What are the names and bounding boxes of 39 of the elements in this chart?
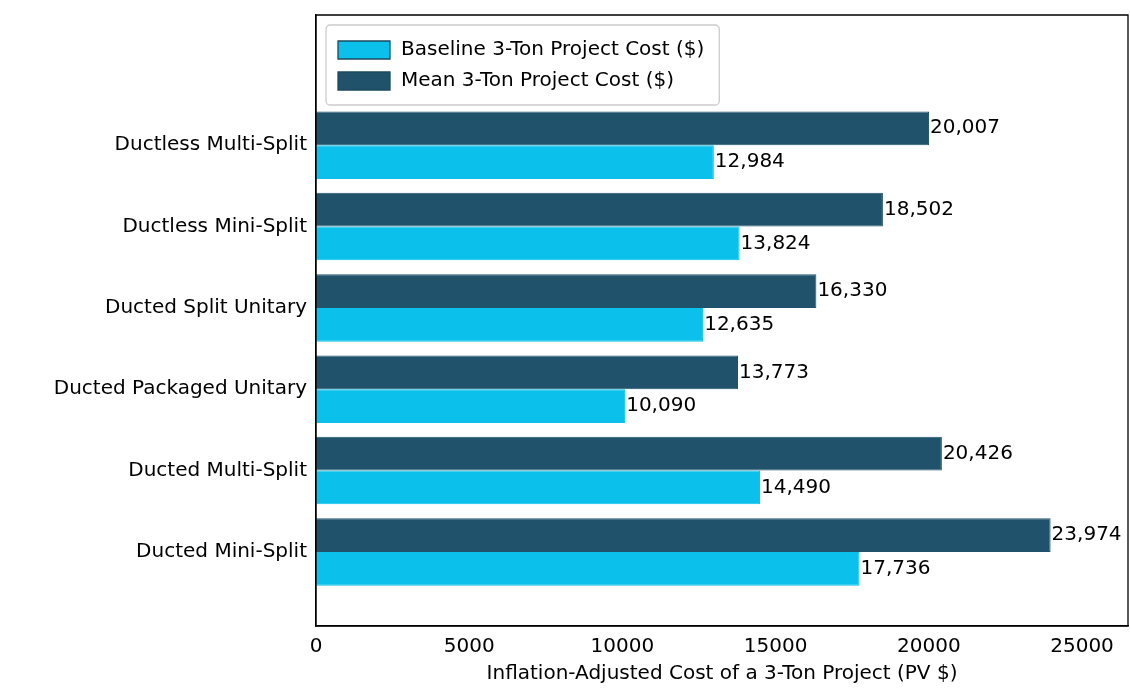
x-tick-label: 5000	[443, 633, 495, 658]
bar	[316, 307, 704, 342]
bar	[316, 518, 1051, 552]
x-axis-title: Inflation-Adjusted Cost of a 3-Ton Project (PV $)	[486, 660, 958, 685]
legend-label: Baseline 3-Ton Project Cost ($)	[401, 36, 705, 61]
x-tick-label: 10000	[590, 633, 655, 658]
bar	[316, 226, 740, 261]
bar	[316, 274, 817, 308]
bar	[316, 470, 760, 505]
bar	[316, 436, 942, 471]
data-label: 13,773	[739, 358, 810, 383]
data-label: 12,635	[704, 310, 775, 335]
bar	[316, 111, 930, 146]
bar	[316, 355, 739, 390]
data-label: 14,490	[761, 473, 831, 498]
data-label: 20,426	[942, 439, 1013, 464]
y-tick-label: Ducted Multi-Split	[128, 456, 308, 481]
bar	[316, 192, 883, 227]
x-tick-label: 15000	[743, 633, 808, 658]
data-label: 10,090	[626, 392, 697, 417]
x-tick-label: 25000	[1050, 633, 1114, 658]
data-label: 16,330	[817, 277, 888, 302]
bar	[316, 145, 714, 179]
bar	[316, 389, 626, 424]
x-tick-label: 0	[309, 633, 323, 658]
x-tick-label: 20000	[897, 633, 961, 658]
y-tick-label: Ducted Packaged Unitary	[53, 375, 308, 400]
y-tick-label: Ducted Split Unitary	[104, 294, 308, 319]
data-label: 20,007	[930, 114, 1001, 139]
y-tick-label: Ductless Multi-Split	[114, 131, 308, 156]
data-label: 23,974	[1051, 521, 1122, 546]
y-tick-label: Ductless Mini-Split	[122, 212, 308, 237]
data-label: 13,824	[740, 229, 811, 254]
data-label: 17,736	[860, 555, 931, 580]
y-tick-label: Ducted Mini-Split	[136, 538, 308, 563]
bar	[316, 551, 860, 586]
data-label: 12,984	[714, 148, 785, 173]
legend-label: Mean 3-Ton Project Cost ($)	[401, 67, 674, 92]
data-label: 18,502	[883, 195, 954, 220]
